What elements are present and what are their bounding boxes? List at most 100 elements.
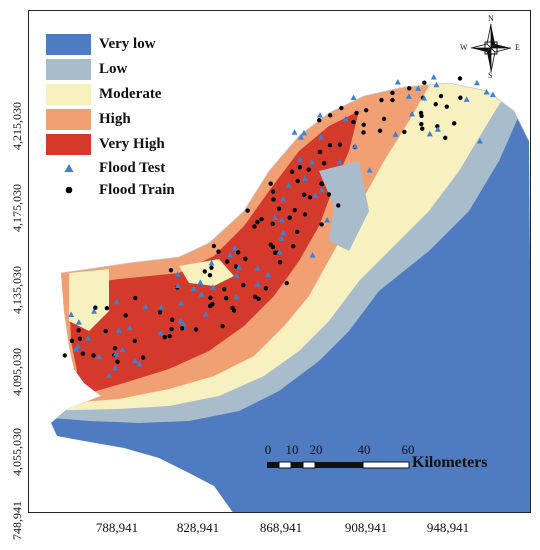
scale-tick-label: 60 — [401, 442, 415, 457]
legend-swatch — [46, 109, 91, 130]
flood-train-point — [169, 326, 174, 332]
flood-test-point — [190, 285, 197, 291]
flood-train-point — [361, 130, 366, 135]
flood-test-point — [226, 251, 233, 258]
flood-test-point — [254, 281, 261, 287]
flood-train-point — [112, 346, 118, 351]
flood-train-point — [77, 336, 83, 341]
legend-label: Flood Test — [99, 159, 166, 176]
flood-test-point — [131, 357, 138, 364]
flood-test-point — [415, 85, 422, 91]
flood-test-point — [180, 320, 187, 327]
flood-test-point — [91, 308, 98, 314]
flood-train-point — [140, 355, 146, 360]
flood-train-point — [287, 215, 292, 220]
flood-train-point — [220, 323, 225, 329]
flood-test-point — [285, 182, 292, 188]
flood-train-point — [162, 334, 167, 340]
flood-train-point — [307, 195, 313, 200]
flood-train-point — [295, 178, 300, 184]
flood-test-point — [301, 175, 308, 181]
flood-train-point — [297, 165, 303, 170]
x-tick-label: 868,941 — [259, 520, 303, 535]
y-tick-label: 4,215,030 — [10, 102, 24, 150]
x-tick-label: 908,941 — [344, 520, 388, 535]
flood-train-point — [93, 305, 98, 310]
flood-train-point — [157, 310, 163, 315]
flood-test-point — [308, 159, 315, 165]
flood-train-point — [270, 221, 275, 227]
flood-train-point — [222, 286, 227, 292]
flood-test-point — [158, 304, 165, 310]
flood-train-point — [294, 229, 300, 234]
flood-train-point — [133, 295, 138, 301]
flood-train-point — [284, 280, 289, 286]
flood-test-point — [177, 300, 184, 306]
flood-test-point — [392, 131, 399, 137]
flood-test-point — [198, 291, 205, 297]
flood-train-point — [115, 359, 120, 364]
flood-train-point — [390, 97, 395, 103]
flood-train-point — [306, 167, 311, 172]
flood-train-point — [167, 333, 172, 339]
susceptibility-map — [51, 73, 530, 512]
flood-test-point — [324, 217, 331, 223]
flood-test-point — [112, 350, 119, 357]
flood-train-point — [402, 129, 407, 135]
flood-test-point — [434, 126, 441, 132]
flood-train-point — [223, 296, 229, 301]
flood-test-point — [312, 192, 319, 198]
flood-test-point — [336, 158, 343, 165]
flood-train-point — [224, 259, 230, 264]
flood-train-point — [202, 269, 207, 274]
flood-test-point — [291, 129, 298, 135]
flood-train-point — [253, 294, 258, 299]
legend-swatch — [46, 34, 91, 55]
flood-train-point — [255, 219, 260, 225]
flood-train-point — [104, 305, 110, 311]
legend-label: Moderate — [99, 86, 162, 102]
legend-swatch — [46, 84, 91, 105]
flood-test-point — [112, 364, 119, 371]
flood-train-point — [290, 243, 296, 249]
flood-test-point — [208, 259, 215, 266]
flood-train-point — [317, 118, 322, 123]
flood-test-point — [68, 311, 75, 318]
x-tick-label: 788,941 — [95, 520, 139, 535]
zone-moderate-patch — [69, 269, 109, 331]
flood-test-point — [394, 79, 401, 85]
flood-test-point — [75, 343, 82, 350]
scale-tick-label: 20 — [309, 442, 323, 457]
flood-test-point — [85, 335, 92, 341]
flood-train-point — [235, 250, 241, 255]
legend-item-flood-test: Flood Test — [46, 157, 175, 179]
flood-train-point — [302, 192, 307, 197]
legend-label: High — [99, 111, 131, 127]
flood-train-point — [263, 286, 269, 291]
flood-test-point — [280, 229, 287, 236]
flood-test-point — [278, 216, 285, 223]
flood-train-point — [243, 256, 248, 261]
map-legend: Very low Low Moderate High Very High Flo… — [46, 32, 175, 201]
flood-train-point — [272, 250, 278, 255]
flood-test-point — [174, 282, 181, 289]
flood-train-point — [328, 113, 333, 118]
y-tick-label: 4,135,030 — [10, 266, 24, 314]
flood-train-point — [302, 212, 308, 217]
flood-test-point — [421, 95, 428, 101]
flood-test-point — [142, 303, 149, 310]
flood-test-point — [177, 317, 184, 324]
flood-train-point — [327, 143, 333, 148]
flood-test-point — [318, 186, 325, 193]
flood-test-point — [317, 112, 324, 118]
flood-train-point — [80, 351, 86, 356]
flood-train-point — [354, 110, 359, 116]
flood-test-point — [202, 310, 209, 317]
legend-item-very-low: Very low — [46, 32, 175, 57]
flood-train-point — [193, 327, 199, 332]
south-label: S — [488, 71, 493, 80]
west-label: W — [460, 43, 468, 52]
flood-train-point — [103, 328, 108, 334]
flood-test-point — [483, 89, 490, 95]
flood-test-point — [300, 129, 307, 136]
